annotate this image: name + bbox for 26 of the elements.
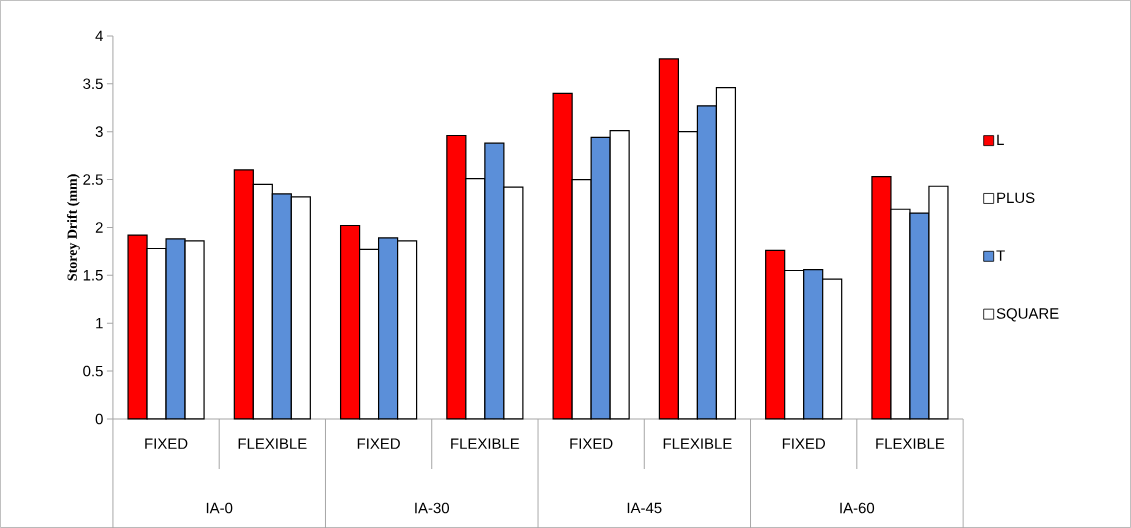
text: IA-45 [627,502,662,513]
y-tick-label: 0.5 [83,365,103,377]
y-tick-label: 1 [96,317,103,329]
y-tick-label: 2.5 [83,174,103,185]
y-tick-label: 3.5 [83,78,103,89]
x-tick-label: FLEXIBLE [663,438,732,449]
legend-label: L [997,134,1004,145]
text: IA-30 [415,502,449,514]
y-tick-label: 3 [95,126,103,137]
x-tick-label: FIXED [570,438,613,449]
y-tick-label: 0 [95,413,103,425]
text: IA-0 [206,502,233,514]
y-tick-label: 4 [95,30,103,41]
y-tick-label: 2 [95,221,103,233]
legend-label: PLUS [997,192,1035,203]
x-tick-label: FIXED [145,438,188,449]
x-tick-label: FLEXIBLE [451,438,520,449]
y-axis-title: Storey Drift (mm) [66,174,80,281]
text: IA-60 [840,502,875,514]
x-tick-label: FLEXIBLE [238,438,307,449]
x-tick-label: FLEXIBLE [876,438,945,449]
x-tick-label: FIXED [782,438,825,449]
x-tick-label: FIXED [357,438,400,449]
y-tick-label: 1.5 [83,269,103,281]
legend-label: T [996,250,1005,261]
legend-label: SQUARE [996,307,1059,322]
